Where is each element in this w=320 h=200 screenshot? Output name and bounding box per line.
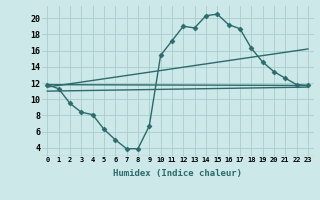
- X-axis label: Humidex (Indice chaleur): Humidex (Indice chaleur): [113, 169, 242, 178]
